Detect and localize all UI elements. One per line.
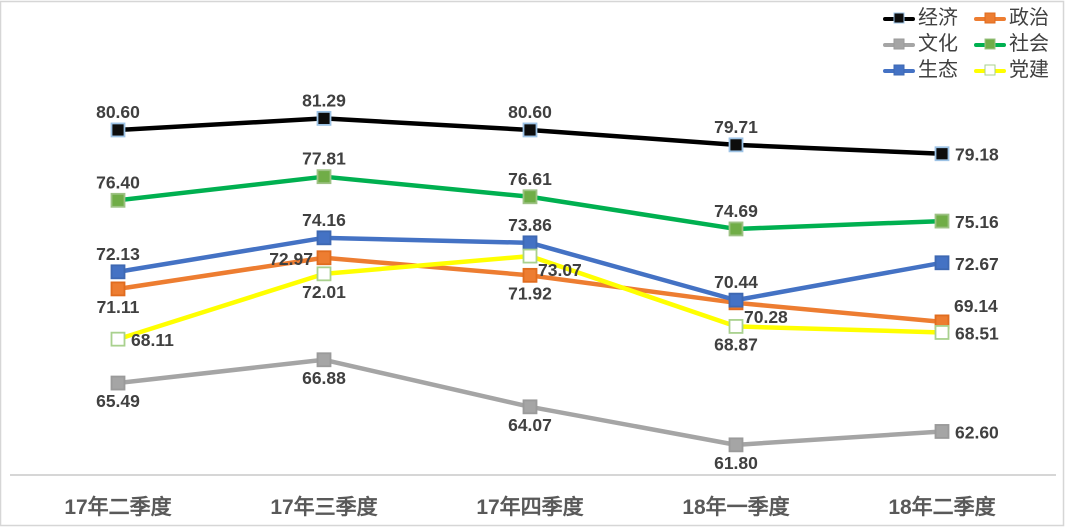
data-label-社会-0: 76.40 — [96, 172, 140, 192]
legend-marker-party-building-icon — [974, 64, 1006, 77]
data-label-经济-3: 79.71 — [714, 117, 758, 137]
legend-marker-society-icon — [974, 38, 1006, 51]
legend-label-economy: 经济 — [918, 7, 958, 29]
series-marker-文化-1 — [316, 352, 332, 368]
legend-item-culture: 文化 — [883, 34, 958, 54]
data-label-生态-3: 70.44 — [714, 272, 758, 292]
series-marker-生态-2 — [522, 235, 538, 251]
data-label-社会-1: 77.81 — [302, 149, 346, 169]
legend-item-ecology: 生态 — [883, 60, 958, 80]
series-marker-政治-0 — [110, 281, 126, 297]
series-marker-党建-4 — [934, 325, 950, 340]
chart-legend: 经济 政治 文化 社会 生态 党建 — [883, 8, 1049, 80]
data-label-社会-4: 75.16 — [955, 212, 999, 232]
data-label-文化-2: 64.07 — [508, 415, 552, 435]
data-label-经济-4: 79.18 — [955, 145, 999, 165]
data-label-党建-3: 68.87 — [714, 334, 758, 354]
data-label-生态-2: 73.86 — [508, 215, 552, 235]
legend-label-politics: 政治 — [1009, 7, 1049, 29]
legend-item-politics: 政治 — [974, 8, 1049, 28]
series-marker-经济-3 — [728, 137, 744, 153]
data-label-社会-2: 76.61 — [508, 169, 552, 189]
series-marker-文化-3 — [728, 437, 744, 453]
data-label-生态-1: 74.16 — [302, 210, 346, 230]
data-label-生态-4: 72.67 — [955, 254, 999, 274]
legend-item-society: 社会 — [974, 34, 1049, 54]
series-marker-社会-0 — [110, 192, 126, 208]
data-label-政治-0: 71.11 — [97, 297, 140, 317]
data-label-党建-1: 72.01 — [302, 282, 346, 302]
series-marker-政治-1 — [316, 250, 332, 266]
series-marker-经济-1 — [316, 110, 332, 126]
data-label-经济-2: 80.60 — [508, 102, 552, 122]
series-marker-经济-2 — [522, 122, 538, 138]
series-marker-经济-4 — [934, 146, 950, 162]
data-label-经济-0: 80.60 — [96, 102, 140, 122]
legend-marker-politics-icon — [974, 12, 1006, 25]
data-label-文化-1: 66.88 — [302, 368, 346, 388]
legend-item-party-building: 党建 — [974, 60, 1049, 80]
data-label-文化-0: 65.49 — [96, 391, 140, 411]
series-marker-生态-0 — [110, 264, 126, 280]
legend-label-society: 社会 — [1009, 33, 1049, 55]
series-marker-文化-0 — [110, 375, 126, 391]
series-marker-党建-1 — [316, 266, 332, 282]
data-label-党建-2: 73.07 — [538, 260, 582, 280]
series-marker-生态-4 — [934, 255, 950, 271]
series-marker-文化-4 — [934, 424, 950, 439]
data-label-文化-4: 62.60 — [955, 422, 999, 442]
data-label-政治-1: 72.97 — [269, 249, 313, 269]
data-label-政治-2: 71.92 — [508, 283, 552, 303]
data-label-党建-4: 68.51 — [955, 323, 999, 343]
data-label-政治-4: 69.14 — [954, 296, 998, 316]
data-label-生态-0: 72.13 — [96, 244, 140, 264]
series-marker-经济-0 — [110, 122, 126, 138]
data-label-文化-3: 61.80 — [714, 453, 758, 473]
series-marker-社会-1 — [316, 169, 332, 185]
legend-label-culture: 文化 — [918, 33, 958, 55]
series-marker-生态-1 — [316, 230, 332, 246]
data-label-社会-3: 74.69 — [714, 201, 758, 221]
series-marker-生态-3 — [728, 292, 744, 308]
series-marker-社会-2 — [522, 189, 538, 205]
data-label-党建-0: 68.11 — [131, 330, 174, 350]
series-marker-文化-2 — [522, 399, 538, 415]
legend-item-economy: 经济 — [883, 8, 958, 28]
series-marker-党建-0 — [110, 331, 126, 347]
legend-marker-culture-icon — [883, 38, 915, 51]
series-marker-党建-2 — [522, 248, 538, 264]
series-marker-政治-2 — [522, 267, 538, 283]
series-marker-社会-4 — [934, 213, 950, 229]
legend-marker-ecology-icon — [883, 64, 915, 77]
data-label-经济-1: 81.29 — [302, 90, 346, 110]
legend-marker-economy-icon — [883, 12, 915, 25]
legend-label-ecology: 生态 — [918, 59, 958, 81]
series-marker-党建-3 — [728, 319, 744, 334]
legend-label-party-building: 党建 — [1009, 59, 1049, 81]
data-label-政治-3: 70.28 — [744, 307, 788, 327]
series-marker-社会-3 — [728, 221, 744, 237]
